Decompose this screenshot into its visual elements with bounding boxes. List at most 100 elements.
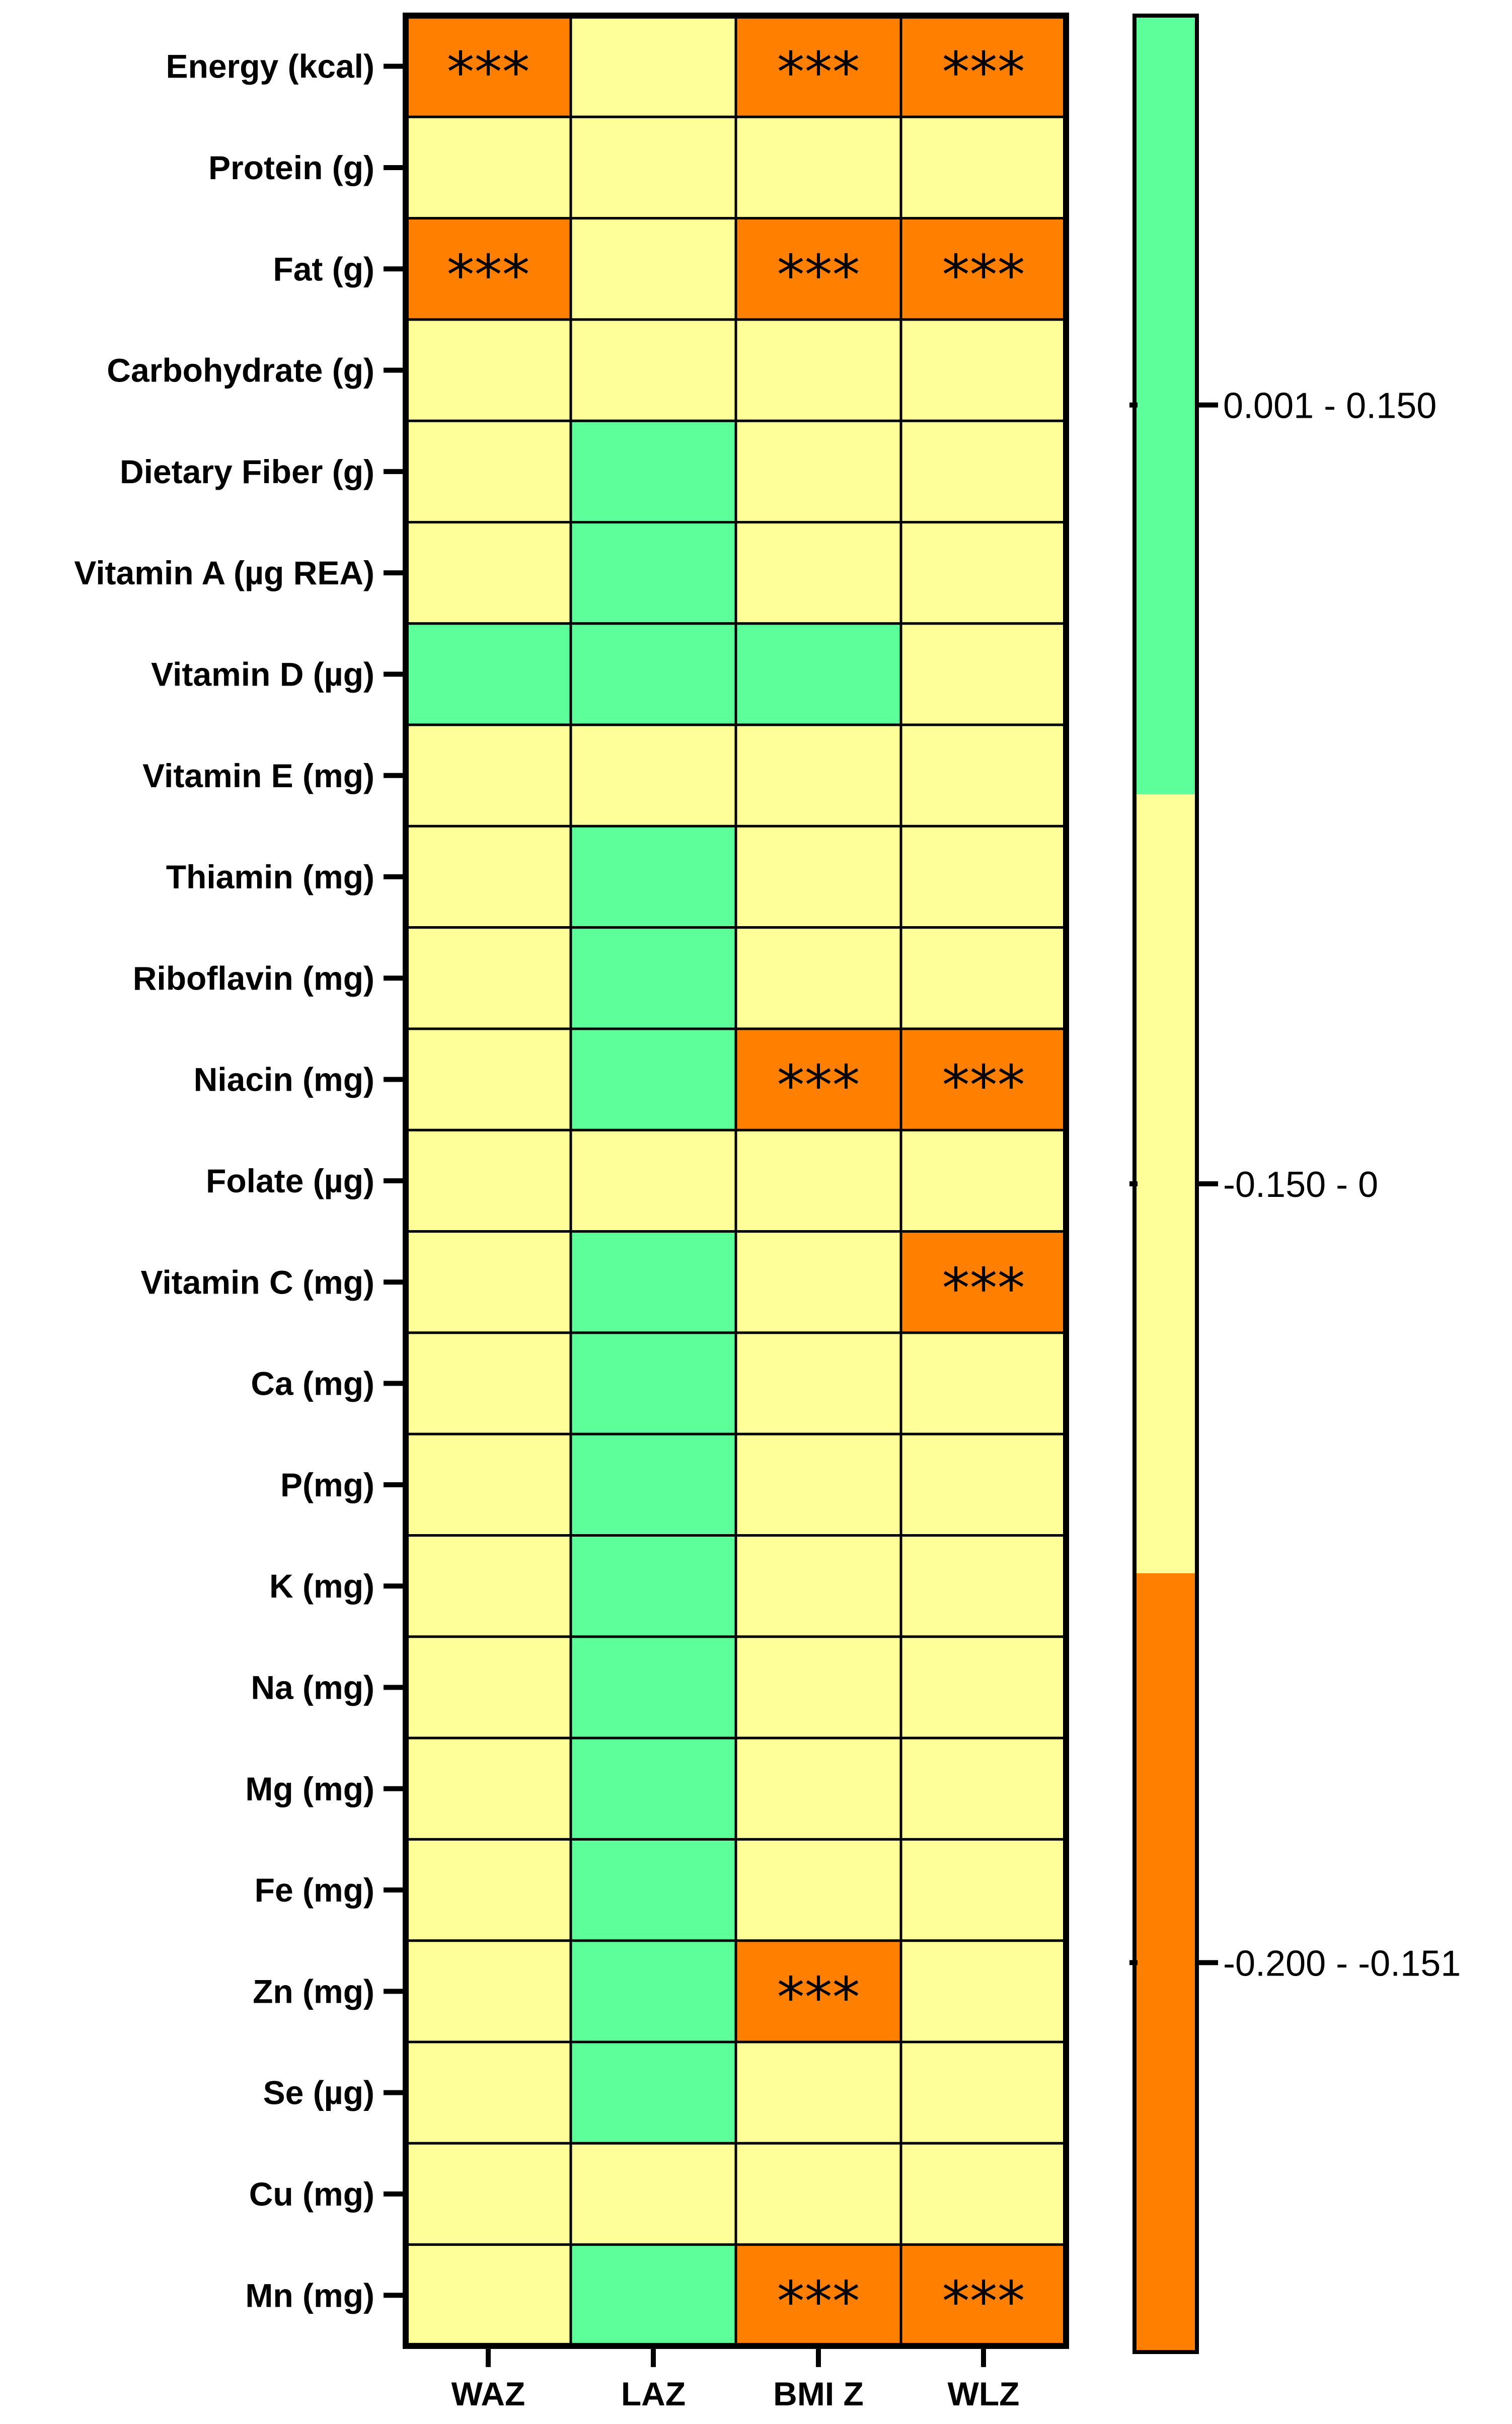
heatmap-cell-vitamin-e-mg-bmi-z (734, 723, 902, 827)
significance-mark: *** (942, 1256, 1025, 1320)
heatmap-cell-vitamin-d-g-laz (569, 622, 737, 726)
legend-label-high: 0.001 - 0.150 (1223, 386, 1437, 426)
heatmap-cell-thiamin-mg-waz (404, 824, 572, 929)
row-label-carbohydrate-g: Carbohydrate (g) (107, 352, 374, 389)
heatmap-cell-k-mg-wlz (899, 1534, 1068, 1638)
heatmap-cell-riboflavin-mg-wlz (899, 926, 1068, 1030)
heatmap-cell-dietary-fiber-g-bmi-z (734, 419, 902, 524)
heatmap-cell-cu-mg-waz (404, 2142, 572, 2246)
heatmap-cell-protein-g-wlz (899, 115, 1068, 220)
heatmap-cell-fe-mg-waz (404, 1838, 572, 1942)
heatmap-cell-riboflavin-mg-bmi-z (734, 926, 902, 1030)
row-label-ca-mg: Ca (mg) (251, 1365, 374, 1402)
heatmap-cell-folate-g-waz (404, 1128, 572, 1233)
row-label-protein-g: Protein (g) (208, 149, 374, 186)
heatmap-cell-mg-mg-waz (404, 1736, 572, 1841)
significance-mark: *** (942, 2269, 1025, 2333)
row-label-thiamin-mg: Thiamin (mg) (166, 858, 374, 895)
heatmap-frame (403, 13, 1069, 2349)
heatmap-cell-folate-g-bmi-z (734, 1128, 902, 1233)
heatmap-cell-dietary-fiber-g-laz (569, 419, 737, 524)
row-label-zn-mg: Zn (mg) (253, 1973, 374, 2010)
heatmap-cell-na-mg-bmi-z (734, 1635, 902, 1739)
row-label-riboflavin-mg: Riboflavin (mg) (133, 959, 374, 997)
heatmap-cell-protein-g-bmi-z (734, 115, 902, 220)
heatmap-cell-vitamin-e-mg-laz (569, 723, 737, 827)
heatmap-cell-riboflavin-mg-waz (404, 926, 572, 1030)
legend-swatch-low (1135, 1573, 1197, 2352)
heatmap-cell-carbohydrate-g-waz (404, 318, 572, 422)
heatmap-cell-vitamin-d-g-wlz (899, 622, 1068, 726)
heatmap-cell-vitamin-a-g-rea-bmi-z (734, 521, 902, 625)
heatmap-cell-cu-mg-laz (569, 2142, 737, 2246)
column-labels: WAZ LAZ BMI Z WLZ (451, 2349, 1019, 2412)
heatmap-cell-vitamin-a-g-rea-waz (404, 521, 572, 625)
heatmap-cell-zn-mg-bmi-z (734, 1939, 902, 2043)
legend-swatch-mid (1135, 794, 1197, 1573)
row-label-cu-mg: Cu (mg) (249, 2175, 374, 2213)
heatmap-cell-vitamin-d-g-bmi-z (734, 622, 902, 726)
significance-mark: *** (942, 1053, 1025, 1118)
heatmap-cell-niacin-mg-wlz (899, 1027, 1068, 1131)
heatmap-cell-folate-g-laz (569, 1128, 737, 1233)
row-label-vitamin-a-g-rea: Vitamin A (µg REA) (74, 554, 374, 591)
legend-label-mid: -0.150 - 0 (1223, 1165, 1378, 1205)
significance-mark: *** (942, 243, 1025, 307)
heatmap-cell-na-mg-wlz (899, 1635, 1068, 1739)
heatmap-cell-vitamin-c-mg-bmi-z (734, 1230, 902, 1334)
significance-mark: *** (777, 1053, 860, 1118)
heatmap-cell-thiamin-mg-bmi-z (734, 824, 902, 929)
legend-frame (1132, 14, 1199, 2354)
row-label-na-mg: Na (mg) (251, 1669, 374, 1706)
heatmap-cell-energy-kcal-bmi-z (734, 14, 902, 118)
heatmap-cell-mn-mg-waz (404, 2243, 572, 2347)
heatmap-cell-cu-mg-bmi-z (734, 2142, 902, 2246)
heatmap-cell-vitamin-e-mg-wlz (899, 723, 1068, 827)
heatmap-cell-p-mg-bmi-z (734, 1432, 902, 1537)
heatmap-cell-riboflavin-mg-laz (569, 926, 737, 1030)
significance-mark: *** (777, 2269, 860, 2333)
row-label-vitamin-e-mg: Vitamin E (mg) (142, 757, 374, 794)
heatmap-cell-zn-mg-wlz (899, 1939, 1068, 2043)
heatmap-cell-ca-mg-wlz (899, 1331, 1068, 1435)
row-label-mn-mg: Mn (mg) (245, 2277, 374, 2314)
significance-mark: *** (942, 40, 1025, 105)
heatmap-cell-folate-g-wlz (899, 1128, 1068, 1233)
heatmap-cell-energy-kcal-waz (404, 14, 572, 118)
row-label-folate-g: Folate (µg) (206, 1162, 374, 1199)
heatmap-cell-se-g-wlz (899, 2040, 1068, 2145)
row-label-fat-g: Fat (g) (273, 250, 374, 287)
heatmap-cell-mg-mg-bmi-z (734, 1736, 902, 1841)
heatmap-cell-se-g-waz (404, 2040, 572, 2145)
row-label-niacin-mg: Niacin (mg) (194, 1061, 374, 1098)
heatmap-cell-mg-mg-wlz (899, 1736, 1068, 1841)
heatmap-cell-niacin-mg-waz (404, 1027, 572, 1131)
heatmap-cell-mn-mg-laz (569, 2243, 737, 2347)
row-label-fe-mg: Fe (mg) (255, 1871, 374, 1909)
row-label-dietary-fiber-g: Dietary Fiber (g) (120, 453, 374, 490)
heatmap-cell-mg-mg-laz (569, 1736, 737, 1841)
heatmap-cell-p-mg-waz (404, 1432, 572, 1537)
heatmap-cell-fat-g-laz (569, 217, 737, 321)
significance-mark: *** (777, 1965, 860, 2029)
heatmap-cell-protein-g-laz (569, 115, 737, 220)
heatmap-cell-ca-mg-waz (404, 1331, 572, 1435)
heatmap-cell-dietary-fiber-g-wlz (899, 419, 1068, 524)
heatmap-cell-protein-g-waz (404, 115, 572, 220)
heatmap-cell-fat-g-wlz (899, 217, 1068, 321)
heatmap-cell-p-mg-laz (569, 1432, 737, 1537)
heatmap-cell-vitamin-e-mg-waz (404, 723, 572, 827)
significance-marks: *** *** *** *** *** *** *** *** *** *** *** *** (447, 40, 1025, 2334)
heatmap-cell-na-mg-waz (404, 1635, 572, 1739)
heatmap-cell-se-g-bmi-z (734, 2040, 902, 2145)
row-label-vitamin-c-mg: Vitamin C (mg) (141, 1263, 374, 1301)
row-label-energy-kcal: Energy (kcal) (166, 48, 375, 85)
row-label-k-mg: K (mg) (269, 1567, 374, 1605)
column-label-waz: WAZ (451, 2375, 525, 2412)
heatmap-cell-energy-kcal-laz (569, 14, 737, 118)
heatmap-cell-k-mg-waz (404, 1534, 572, 1638)
heatmap-cell-mn-mg-wlz (899, 2243, 1068, 2347)
heatmap-cell-vitamin-a-g-rea-wlz (899, 521, 1068, 625)
significance-mark: *** (447, 243, 530, 307)
column-label-laz: LAZ (621, 2375, 686, 2412)
